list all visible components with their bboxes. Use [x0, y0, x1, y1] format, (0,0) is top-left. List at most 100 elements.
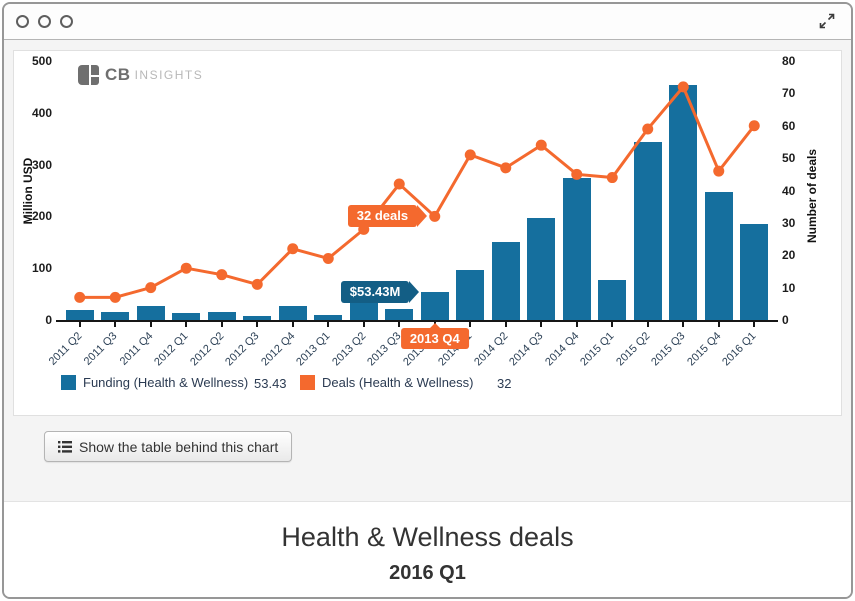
deals-point[interactable] [535, 139, 547, 151]
deals-point[interactable] [216, 269, 228, 281]
x-axis-tick [717, 322, 720, 327]
x-axis-tick [469, 322, 472, 327]
chart-panel: CB INSIGHTS 0 100 200 300 400 500 0 10 20 30 40 50 6… [13, 50, 842, 416]
funding-bar[interactable] [278, 306, 307, 320]
x-axis-tick [753, 322, 756, 327]
legend-value-funding: 53.43 [254, 376, 287, 391]
funding-bar[interactable] [669, 85, 698, 320]
funding-bar[interactable] [207, 312, 236, 320]
left-axis-tick-label: 200 [31, 209, 52, 224]
x-axis-callout: 2013 Q4 [400, 323, 469, 349]
chart-footer: Health & Wellness deals 2016 Q1 [4, 501, 851, 597]
deals-point[interactable] [145, 282, 157, 294]
x-axis-tick [220, 322, 223, 327]
deals-point[interactable] [322, 252, 334, 264]
deals-line [79, 84, 756, 299]
legend-item-funding[interactable]: Funding (Health & Wellness) [61, 375, 248, 390]
deals-point[interactable] [500, 162, 512, 174]
funding-bar[interactable] [385, 308, 414, 320]
left-axis-tick-label: 400 [31, 105, 52, 120]
x-axis-tick [682, 322, 685, 327]
funding-bar[interactable] [65, 309, 94, 320]
left-axis-tick-label: 100 [31, 261, 52, 276]
funding-bar[interactable] [314, 315, 343, 320]
x-axis-tick [327, 322, 330, 327]
deals-point[interactable] [571, 168, 583, 180]
right-axis-tick-label: 20 [782, 248, 796, 263]
funding-bar[interactable] [633, 141, 662, 320]
x-axis-tick [185, 322, 188, 327]
legend-item-deals[interactable]: Deals (Health & Wellness) [300, 375, 473, 390]
funding-bar[interactable] [562, 178, 591, 320]
x-axis-tick [504, 322, 507, 327]
funding-value-callout: $53.43M [340, 281, 419, 304]
window-button-3[interactable] [60, 15, 73, 28]
deals-point[interactable] [642, 123, 654, 135]
right-axis-tick-label: 30 [782, 215, 796, 230]
x-axis-tick [256, 322, 259, 327]
show-table-button[interactable]: Show the table behind this chart [44, 431, 293, 462]
window-button-1[interactable] [16, 15, 29, 28]
x-axis-line [56, 320, 778, 322]
window-button-2[interactable] [38, 15, 51, 28]
right-axis-tick-label: 10 [782, 280, 796, 295]
right-axis-tick-label: 70 [782, 86, 796, 101]
x-axis-tick [78, 322, 81, 327]
right-axis-tick-label: 0 [782, 313, 789, 327]
funding-bar[interactable] [349, 300, 378, 320]
x-axis-tick [114, 322, 117, 327]
deals-point[interactable] [251, 278, 263, 290]
deals-point[interactable] [287, 243, 299, 255]
funding-bar[interactable] [420, 292, 449, 320]
expand-icon[interactable] [817, 11, 837, 31]
deals-point[interactable] [464, 149, 476, 161]
cb-insights-logo-icon [78, 65, 99, 85]
funding-bar[interactable] [491, 241, 520, 320]
funding-bar[interactable] [598, 280, 627, 320]
deals-point[interactable] [74, 291, 86, 303]
funding-bar[interactable] [172, 312, 201, 320]
cb-insights-logo: CB INSIGHTS [78, 65, 203, 85]
funding-bar[interactable] [243, 315, 272, 320]
deals-point[interactable] [109, 291, 121, 303]
left-axis-tick-label: 0 [45, 313, 52, 327]
chart-subtitle: 2016 Q1 [389, 562, 466, 584]
deals-point[interactable] [748, 120, 760, 132]
funding-bar[interactable] [704, 192, 733, 320]
legend-swatch-deals [300, 375, 315, 390]
deals-line-layer [74, 81, 760, 303]
x-axis-tick [149, 322, 152, 327]
right-axis-tick-label: 80 [782, 54, 796, 68]
funding-bar[interactable] [527, 218, 556, 320]
right-axis-tick-label: 40 [782, 183, 796, 198]
funding-bar[interactable] [136, 306, 165, 320]
logo-text-cb: CB [105, 65, 131, 84]
legend-label-deals: Deals (Health & Wellness) [322, 375, 474, 390]
deals-point[interactable] [429, 210, 441, 222]
deals-point[interactable] [393, 178, 405, 190]
right-axis-tick-label: 60 [782, 118, 796, 133]
deals-point[interactable] [180, 262, 192, 274]
window-titlebar [4, 4, 851, 40]
deals-point[interactable] [713, 165, 725, 177]
deals-point[interactable] [677, 81, 689, 93]
show-table-button-label: Show the table behind this chart [79, 438, 279, 455]
x-axis-tick [575, 322, 578, 327]
left-axis-tick-label: 500 [31, 54, 52, 68]
deals-value-callout: 32 deals [347, 205, 428, 228]
x-axis-tick [362, 322, 365, 327]
legend-label-funding: Funding (Health & Wellness) [83, 375, 249, 390]
x-axis-tick [540, 322, 543, 327]
left-axis-tick-label: 300 [31, 157, 52, 172]
legend-swatch-funding [61, 375, 76, 390]
x-axis-tick [646, 322, 649, 327]
chart-plot-area: CB INSIGHTS 0 100 200 300 400 500 0 10 20 30 40 50 6… [14, 51, 841, 415]
chart-title: Health & Wellness deals [281, 522, 574, 552]
x-axis-tick [291, 322, 294, 327]
legend-value-deals: 32 [497, 376, 512, 391]
deals-point[interactable] [606, 172, 618, 184]
funding-bar[interactable] [101, 311, 130, 320]
funding-bar[interactable] [740, 224, 769, 320]
funding-bar[interactable] [456, 269, 485, 320]
